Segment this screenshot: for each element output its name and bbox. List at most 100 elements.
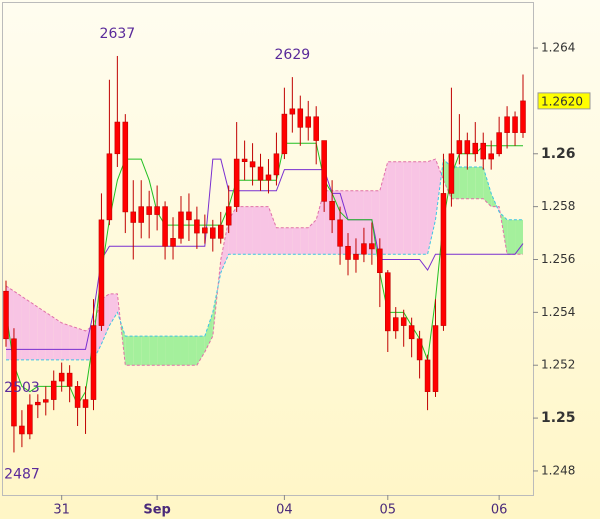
candle-body [337, 219, 343, 247]
cloud-fill [133, 336, 142, 366]
candle-body [138, 206, 144, 223]
candle-body [353, 253, 359, 260]
cloud-fill [260, 206, 269, 255]
y-tick-label: 1.25 [541, 410, 576, 426]
cloud-fill [300, 227, 309, 255]
candle-body [257, 166, 264, 181]
candle-body [496, 132, 502, 155]
candle-body [58, 372, 65, 382]
candle-body [194, 219, 200, 234]
cloud-fill [173, 336, 181, 366]
candle-body [329, 201, 335, 221]
candle-body [313, 116, 319, 141]
candle-body [249, 161, 256, 168]
cloud-fill [284, 227, 293, 255]
y-tick-label: 1.256 [541, 252, 575, 266]
candle-body [281, 113, 288, 155]
y-tick-label: 1.248 [541, 463, 575, 477]
annotation: 2503 [4, 380, 40, 396]
y-tick-label: 1.264 [541, 41, 575, 55]
cloud-fill [371, 190, 380, 255]
cloud-fill [292, 227, 301, 255]
cloud-fill [188, 336, 197, 366]
cloud-fill [355, 190, 364, 255]
cloud-fill [348, 190, 356, 255]
x-tick-label: 31 [53, 503, 70, 518]
candle-body [456, 140, 463, 155]
cloud-fill [77, 328, 86, 360]
candle-body [520, 100, 526, 133]
cloud-fill [45, 312, 54, 360]
cloud-fill [61, 322, 70, 360]
y-tick-label: 1.26 [541, 146, 576, 162]
candle-body [432, 325, 439, 392]
cloud-fill [149, 336, 158, 366]
cloud-fill [268, 206, 277, 255]
candle-body [43, 399, 49, 403]
cloud-fill [387, 161, 396, 255]
candle-body [400, 317, 407, 326]
candle-body [162, 206, 168, 247]
candle-body [472, 142, 479, 155]
candle-body [369, 243, 375, 250]
candle-body [305, 116, 312, 128]
candle-body [122, 121, 129, 213]
y-tick-label: 1.252 [541, 358, 575, 372]
candle-body [233, 158, 240, 207]
cloud-fill [435, 159, 442, 220]
x-tick-label: 06 [491, 503, 508, 518]
candle-body [273, 153, 280, 176]
candle-body [345, 245, 351, 260]
last-price-label: 1.2620 [541, 94, 583, 108]
x-tick-label: 04 [276, 503, 293, 518]
candle-body [27, 404, 33, 435]
cloud-fill [459, 166, 468, 199]
candle-body [241, 158, 248, 162]
cloud-fill [141, 336, 150, 366]
y-tick-label: 1.254 [541, 305, 575, 319]
cloud-fill [204, 312, 213, 353]
cloud-fill [467, 166, 476, 199]
candle-body [178, 211, 184, 239]
candle-body [408, 325, 415, 340]
cloud-fill [236, 206, 245, 255]
candle-body [512, 116, 518, 133]
candle-body [488, 153, 494, 160]
candle-body [19, 425, 25, 435]
candle-body [130, 211, 137, 223]
x-tick-label: 05 [380, 503, 397, 518]
cloud-fill [483, 166, 492, 207]
cloud-fill [395, 161, 404, 255]
annotation: 2487 [4, 466, 40, 482]
candle-body [90, 325, 97, 400]
candle-body [448, 153, 455, 194]
candle-body [480, 142, 486, 160]
candle-body [416, 338, 423, 361]
candle-body [66, 372, 73, 387]
candle-body [210, 227, 216, 239]
cloud-fill [125, 336, 134, 366]
candle-body [265, 174, 272, 181]
cloud-fill [475, 166, 484, 199]
cloud-fill [165, 336, 174, 366]
annotation: 2629 [275, 47, 311, 63]
annotation: 2637 [100, 26, 136, 42]
candle-body [202, 227, 208, 234]
candle-body [154, 206, 160, 215]
cloud-fill [196, 336, 205, 366]
cloud-fill [403, 161, 412, 255]
candle-body [3, 290, 9, 340]
cloud-fill [244, 206, 253, 255]
candle-body [504, 116, 510, 133]
candle-body [98, 219, 105, 326]
candle-body [440, 193, 447, 326]
candle-body [82, 399, 89, 408]
cloud-fill [69, 325, 78, 360]
x-tick-label: Sep [143, 503, 171, 518]
candle-body [424, 359, 431, 392]
candle-body [464, 140, 471, 155]
cloud-fill [37, 307, 46, 360]
cloud-fill [363, 190, 372, 255]
cloud-fill [29, 301, 38, 360]
